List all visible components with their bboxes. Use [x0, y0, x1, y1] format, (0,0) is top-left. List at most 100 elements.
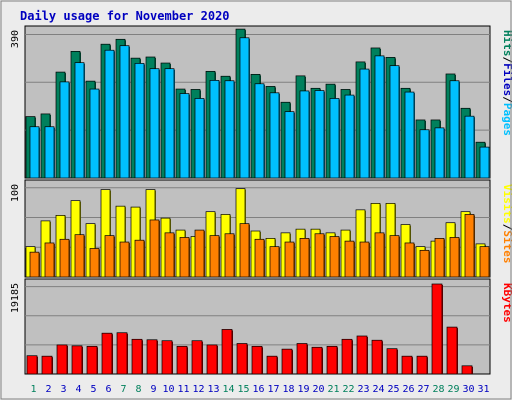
x-axis-labels: 1 2 3 4 5 6 7 8 9 10 11 12 13 14 15 16 17 18 19 20 21 22 23 24 2… [30, 384, 489, 395]
bar-sites [224, 233, 235, 278]
bar-sites [104, 235, 115, 278]
bar-sites [89, 248, 100, 278]
bar-sites [194, 229, 205, 278]
bar-sites [404, 242, 415, 278]
bar-files [209, 80, 220, 179]
bar-sites [314, 233, 325, 278]
bar-files [104, 49, 115, 179]
bar-sites [59, 238, 70, 278]
bar-files [359, 68, 370, 179]
bar-sites [374, 232, 385, 278]
bar-sites [449, 237, 460, 278]
x-tick-label: 2 [45, 384, 51, 395]
bar-kbytes [416, 355, 428, 375]
x-tick-label: 9 [150, 384, 156, 395]
bar-files [389, 65, 400, 179]
bar-kbytes [446, 326, 458, 375]
bar-kbytes [281, 348, 293, 375]
bar-sites [74, 234, 85, 278]
bar-kbytes [401, 355, 413, 375]
x-tick-label: 25 [387, 384, 399, 395]
bar-kbytes [221, 329, 233, 375]
bar-sites [434, 238, 445, 278]
x-tick-label: 12 [192, 384, 204, 395]
x-tick-label: 30 [462, 384, 474, 395]
bar-kbytes [326, 345, 338, 375]
bar-files [479, 146, 490, 179]
bar-kbytes [41, 355, 53, 375]
bar-files [74, 62, 85, 179]
panel-kbytes: 19185 KBytes [10, 278, 512, 375]
bar-files [239, 37, 250, 179]
legend-entry: Files [501, 63, 512, 96]
bar-files [59, 81, 70, 179]
x-tick-label: 10 [162, 384, 174, 395]
x-tick-label: 21 [327, 384, 339, 395]
bar-sites [419, 249, 430, 278]
bar-files [149, 68, 160, 179]
x-tick-label: 17 [267, 384, 279, 395]
x-tick-label: 28 [432, 384, 444, 395]
x-tick-label: 1 [30, 384, 36, 395]
bar-kbytes [206, 344, 218, 375]
bar-sites [359, 241, 370, 278]
panel-legend: Hits/Files/Pages [501, 30, 512, 136]
bar-kbytes [71, 345, 83, 375]
bar-kbytes [386, 348, 398, 375]
x-tick-label: 22 [342, 384, 354, 395]
bar-files [44, 126, 55, 179]
bar-files [89, 88, 100, 179]
bar-sites [344, 240, 355, 278]
bar-files [224, 80, 235, 179]
panel-max-label: 100 [10, 184, 21, 202]
legend-entry: Pages [501, 103, 512, 136]
bar-sites [479, 246, 490, 278]
bar-kbytes [146, 339, 158, 375]
bar-sites [209, 235, 220, 278]
x-tick-label: 11 [177, 384, 189, 395]
bar-kbytes [26, 355, 38, 375]
bar-sites [299, 238, 310, 278]
bar-files [269, 92, 280, 179]
chart-title: Daily usage for November 2020 [20, 9, 230, 23]
bar-files [299, 90, 310, 179]
bar-files [329, 98, 340, 179]
bar-files [284, 111, 295, 179]
bar-kbytes [341, 338, 353, 375]
bar-sites [329, 236, 340, 278]
bar-kbytes [371, 339, 383, 375]
bar-files [344, 94, 355, 179]
x-tick-label: 18 [282, 384, 294, 395]
bar-kbytes [56, 344, 68, 375]
legend-entry: / [501, 96, 512, 103]
panel-visits-sites: 100 Visits/Sites [10, 179, 512, 278]
x-tick-label: 16 [252, 384, 264, 395]
bar-sites [29, 251, 40, 278]
bar-sites [44, 242, 55, 278]
bar-kbytes [116, 332, 128, 375]
bar-kbytes [431, 283, 443, 375]
x-tick-label: 15 [237, 384, 249, 395]
x-tick-label: 20 [312, 384, 324, 395]
bar-sites [164, 232, 175, 278]
x-tick-label: 19 [297, 384, 309, 395]
x-tick-label: 3 [60, 384, 66, 395]
bar-files [29, 126, 40, 179]
bar-kbytes [251, 345, 263, 375]
bar-kbytes [236, 343, 248, 375]
bar-files [194, 98, 205, 179]
bar-sites [149, 219, 160, 278]
bar-files [464, 115, 475, 179]
bar-kbytes [311, 346, 323, 375]
bar-files [419, 129, 430, 179]
panel-legend: Visits/Sites [501, 184, 512, 264]
x-tick-label: 27 [417, 384, 429, 395]
x-tick-label: 4 [75, 384, 81, 395]
x-tick-label: 14 [222, 384, 234, 395]
bar-files [254, 83, 265, 179]
bar-files [374, 55, 385, 179]
bar-kbytes [131, 338, 143, 375]
